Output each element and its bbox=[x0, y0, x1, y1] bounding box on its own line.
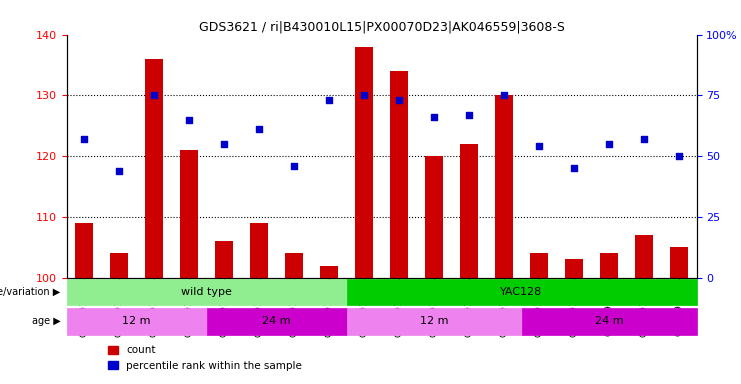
Point bbox=[218, 141, 230, 147]
Point bbox=[79, 136, 90, 142]
Bar bbox=[425, 156, 443, 278]
Bar bbox=[356, 47, 373, 278]
Bar bbox=[110, 253, 128, 278]
Point bbox=[148, 92, 160, 98]
Bar bbox=[76, 223, 93, 278]
Point bbox=[603, 141, 615, 147]
Bar bbox=[250, 223, 268, 278]
Point bbox=[463, 112, 475, 118]
Text: 24 m: 24 m bbox=[595, 316, 623, 326]
Text: wild type: wild type bbox=[182, 287, 232, 297]
Text: 24 m: 24 m bbox=[262, 316, 291, 326]
Point bbox=[183, 117, 195, 123]
FancyBboxPatch shape bbox=[207, 308, 347, 334]
Point bbox=[253, 126, 265, 132]
Text: 12 m: 12 m bbox=[420, 316, 448, 326]
FancyBboxPatch shape bbox=[67, 279, 347, 305]
Point bbox=[288, 163, 300, 169]
Legend: count, percentile rank within the sample: count, percentile rank within the sample bbox=[104, 341, 306, 375]
FancyBboxPatch shape bbox=[347, 308, 522, 334]
Bar bbox=[460, 144, 478, 278]
Text: genotype/variation ▶: genotype/variation ▶ bbox=[0, 287, 61, 297]
Bar bbox=[180, 150, 198, 278]
Bar bbox=[635, 235, 653, 278]
Bar bbox=[145, 59, 163, 278]
Bar bbox=[671, 247, 688, 278]
FancyBboxPatch shape bbox=[522, 308, 697, 334]
Point bbox=[498, 92, 510, 98]
Bar bbox=[285, 253, 303, 278]
Text: 12 m: 12 m bbox=[122, 316, 151, 326]
Bar bbox=[495, 95, 513, 278]
Point bbox=[358, 92, 370, 98]
Point bbox=[428, 114, 440, 120]
Bar bbox=[216, 241, 233, 278]
Text: age ▶: age ▶ bbox=[32, 316, 61, 326]
FancyBboxPatch shape bbox=[347, 279, 697, 305]
Point bbox=[113, 168, 125, 174]
Point bbox=[393, 97, 405, 103]
Point bbox=[568, 165, 580, 171]
Point bbox=[533, 143, 545, 149]
Bar bbox=[531, 253, 548, 278]
Bar bbox=[320, 265, 338, 278]
Bar bbox=[600, 253, 618, 278]
Bar bbox=[565, 260, 583, 278]
Point bbox=[638, 136, 650, 142]
Bar bbox=[391, 71, 408, 278]
Point bbox=[323, 97, 335, 103]
Point bbox=[673, 153, 685, 159]
Text: YAC128: YAC128 bbox=[500, 287, 542, 297]
Title: GDS3621 / ri|B430010L15|PX00070D23|AK046559|3608-S: GDS3621 / ri|B430010L15|PX00070D23|AK046… bbox=[199, 20, 565, 33]
FancyBboxPatch shape bbox=[67, 308, 207, 334]
